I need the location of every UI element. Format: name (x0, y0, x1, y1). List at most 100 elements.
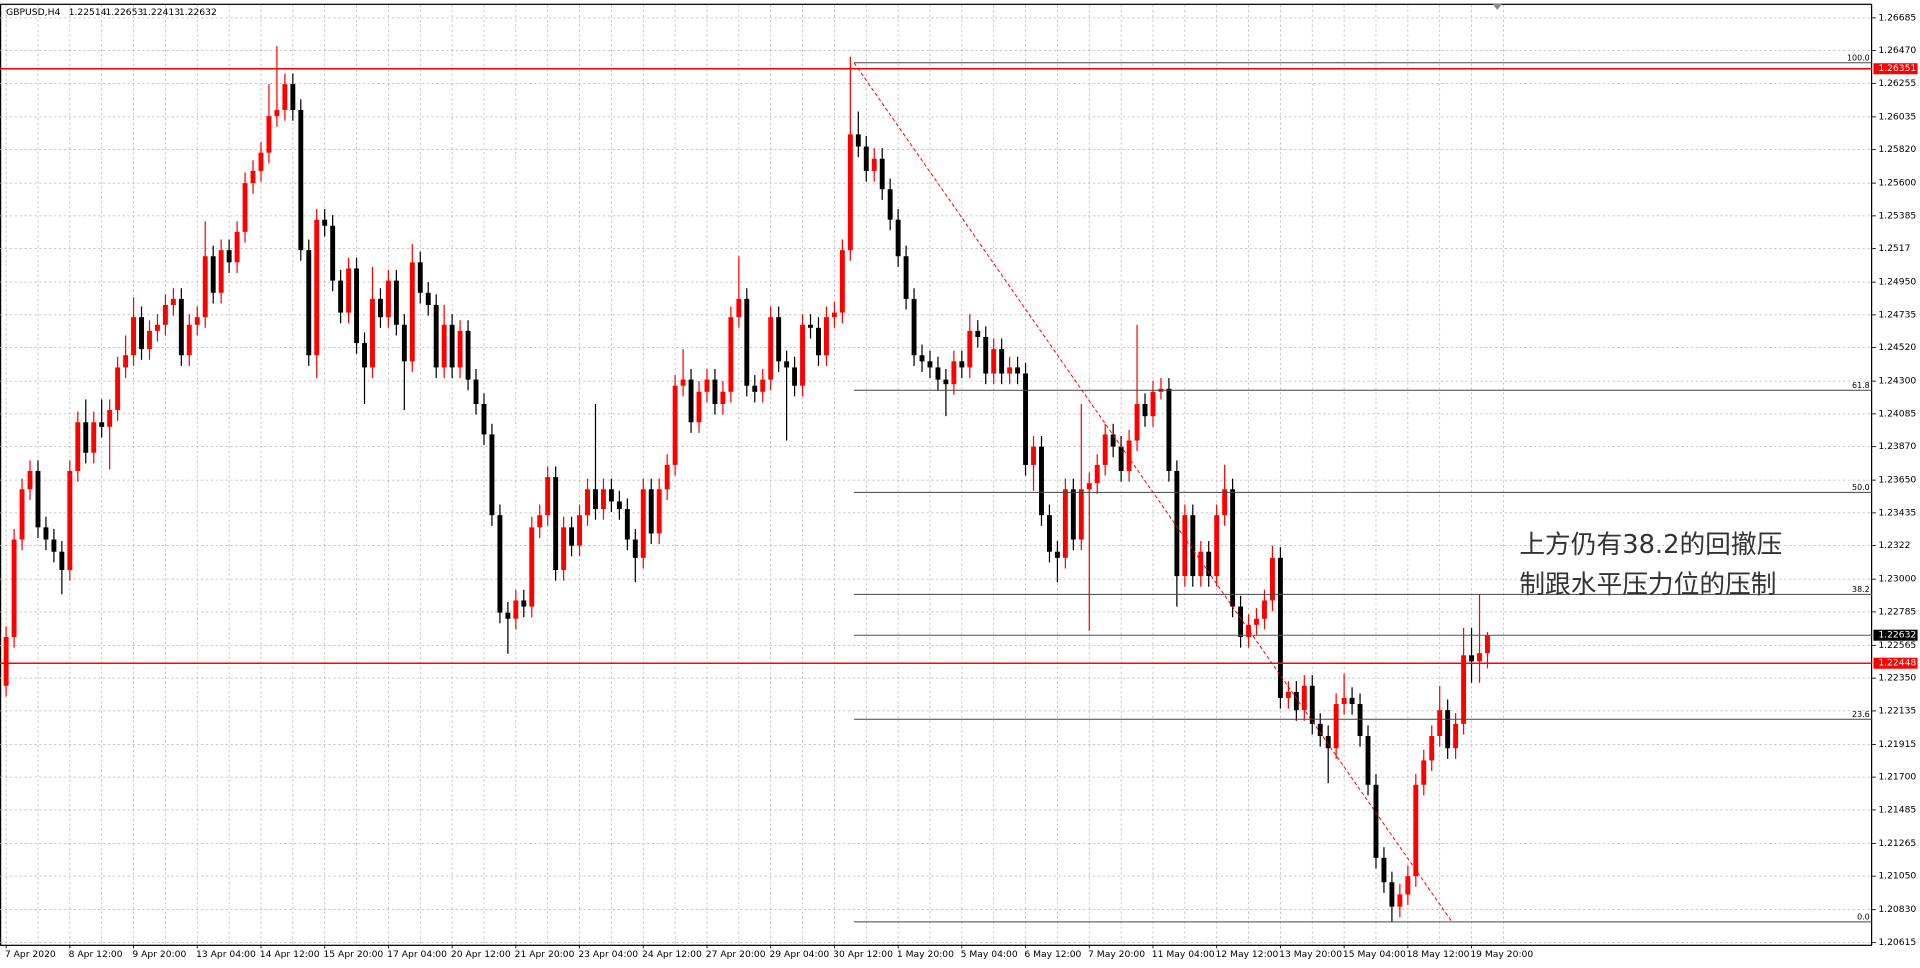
x-tick-label: 13 Apr 04:00 (196, 949, 256, 960)
candle-body (1269, 557, 1275, 601)
candle-body (51, 539, 57, 552)
candle-body (600, 489, 606, 510)
x-tick-label: 21 Apr 20:00 (515, 949, 575, 960)
candle-body (1086, 483, 1092, 490)
header-low: 1.22413 (142, 7, 180, 18)
y-tick-label: 1.26470 (1878, 45, 1916, 56)
candle-body (441, 324, 447, 368)
x-tick-label: 12 May 12:00 (1215, 949, 1278, 960)
x-tick-label: 6 May 12:00 (1024, 949, 1081, 960)
candle-body (784, 361, 790, 368)
candle-body (1070, 489, 1076, 540)
last-price-label: 1.22632 (1878, 630, 1916, 641)
candle-body (1277, 557, 1283, 698)
candle-body (1325, 736, 1331, 749)
x-tick-label: 30 Apr 12:00 (833, 949, 893, 960)
candle-body (449, 324, 455, 368)
x-tick-label: 8 Apr 12:00 (69, 949, 123, 960)
candle-body (1102, 434, 1108, 465)
candle-body (1023, 373, 1029, 465)
candle-body (823, 317, 829, 356)
candle-body (242, 183, 248, 232)
x-tick-label: 27 Apr 20:00 (706, 949, 766, 960)
candle-body (1341, 697, 1347, 705)
candle-body (1309, 685, 1315, 724)
candle-body (975, 330, 981, 337)
candle-body (855, 134, 861, 147)
candle-body (537, 515, 543, 528)
candle-body (11, 539, 17, 638)
candle-body (903, 256, 909, 299)
candle-body (290, 84, 296, 111)
y-tick-label: 1.22350 (1878, 673, 1916, 684)
candle-body (505, 612, 511, 619)
candle-body (147, 330, 152, 350)
candle-body (393, 280, 399, 325)
candle-body (680, 379, 686, 386)
candle-body (489, 434, 495, 516)
candle-body (473, 379, 479, 404)
candle-body (999, 349, 1005, 374)
candle-body (800, 324, 806, 386)
y-tick-label: 1.25385 (1878, 210, 1916, 221)
candle-body (1134, 403, 1140, 441)
header-high: 1.22653 (105, 7, 143, 18)
candle-body (1413, 784, 1419, 877)
candle-body (234, 231, 240, 263)
y-tick-label: 1.24735 (1878, 309, 1916, 320)
x-tick-label: 13 May 20:00 (1279, 949, 1342, 960)
y-tick-label: 1.23000 (1878, 574, 1916, 585)
candle-body (19, 489, 25, 540)
candle-body (863, 146, 869, 171)
candle-body (131, 317, 137, 356)
candle-body (481, 403, 487, 435)
overlay: 100.0 61.8 50.0 38.2 23.6 0.0 1.26351 1.22448 1.… (0, 53, 1918, 923)
candle-body (266, 116, 272, 153)
x-tick-label: 20 Apr 12:00 (451, 949, 511, 960)
candle-body (433, 304, 439, 368)
candle-body (744, 298, 750, 386)
candle-body (1150, 391, 1156, 417)
candle-body (465, 330, 471, 380)
candle-body (1285, 691, 1291, 698)
y-tick-label: 1.2517 (1878, 243, 1910, 254)
candle-body (3, 637, 9, 686)
candle-body (354, 268, 360, 344)
candle-body (1349, 697, 1355, 705)
candle-body (35, 471, 41, 528)
candle-body (569, 527, 575, 546)
candle-body (951, 361, 957, 385)
shift-marker (1492, 3, 1503, 10)
y-tick-label: 1.26685 (1878, 12, 1916, 23)
candle-body (593, 489, 598, 510)
candle-body (154, 324, 160, 331)
candle-body (529, 527, 535, 607)
candle-body (696, 391, 702, 423)
y-tick-label: 1.24950 (1878, 277, 1916, 288)
y-tick-label: 1.24520 (1878, 342, 1916, 353)
candle-body (1166, 388, 1172, 472)
header-open: 1.22514 (69, 7, 107, 18)
candle-body (1429, 736, 1435, 761)
candle-body (1015, 367, 1021, 374)
candle-body (911, 298, 917, 356)
candle-body (1485, 635, 1490, 654)
y-tick-label: 1.21485 (1878, 804, 1916, 815)
candle-body (991, 349, 997, 374)
candle-body (43, 527, 49, 540)
candle-body (959, 361, 965, 368)
x-tick-label: 15 May 04:00 (1343, 949, 1406, 960)
x-tick-label: 9 Apr 20:00 (132, 949, 186, 960)
x-tick-label: 19 May 20:00 (1470, 949, 1533, 960)
candle-body (338, 280, 344, 313)
candle-body (346, 268, 352, 313)
candle-body (1110, 434, 1116, 447)
y-tick-label: 1.21050 (1878, 871, 1916, 882)
y-tick-label: 1.26035 (1878, 111, 1916, 122)
candle-body (322, 219, 328, 226)
candle-body (1238, 606, 1244, 638)
candle-body (1469, 655, 1475, 662)
candle-body (457, 330, 463, 368)
candle-body (1333, 704, 1339, 749)
y-tick-label: 1.2322 (1878, 540, 1910, 551)
